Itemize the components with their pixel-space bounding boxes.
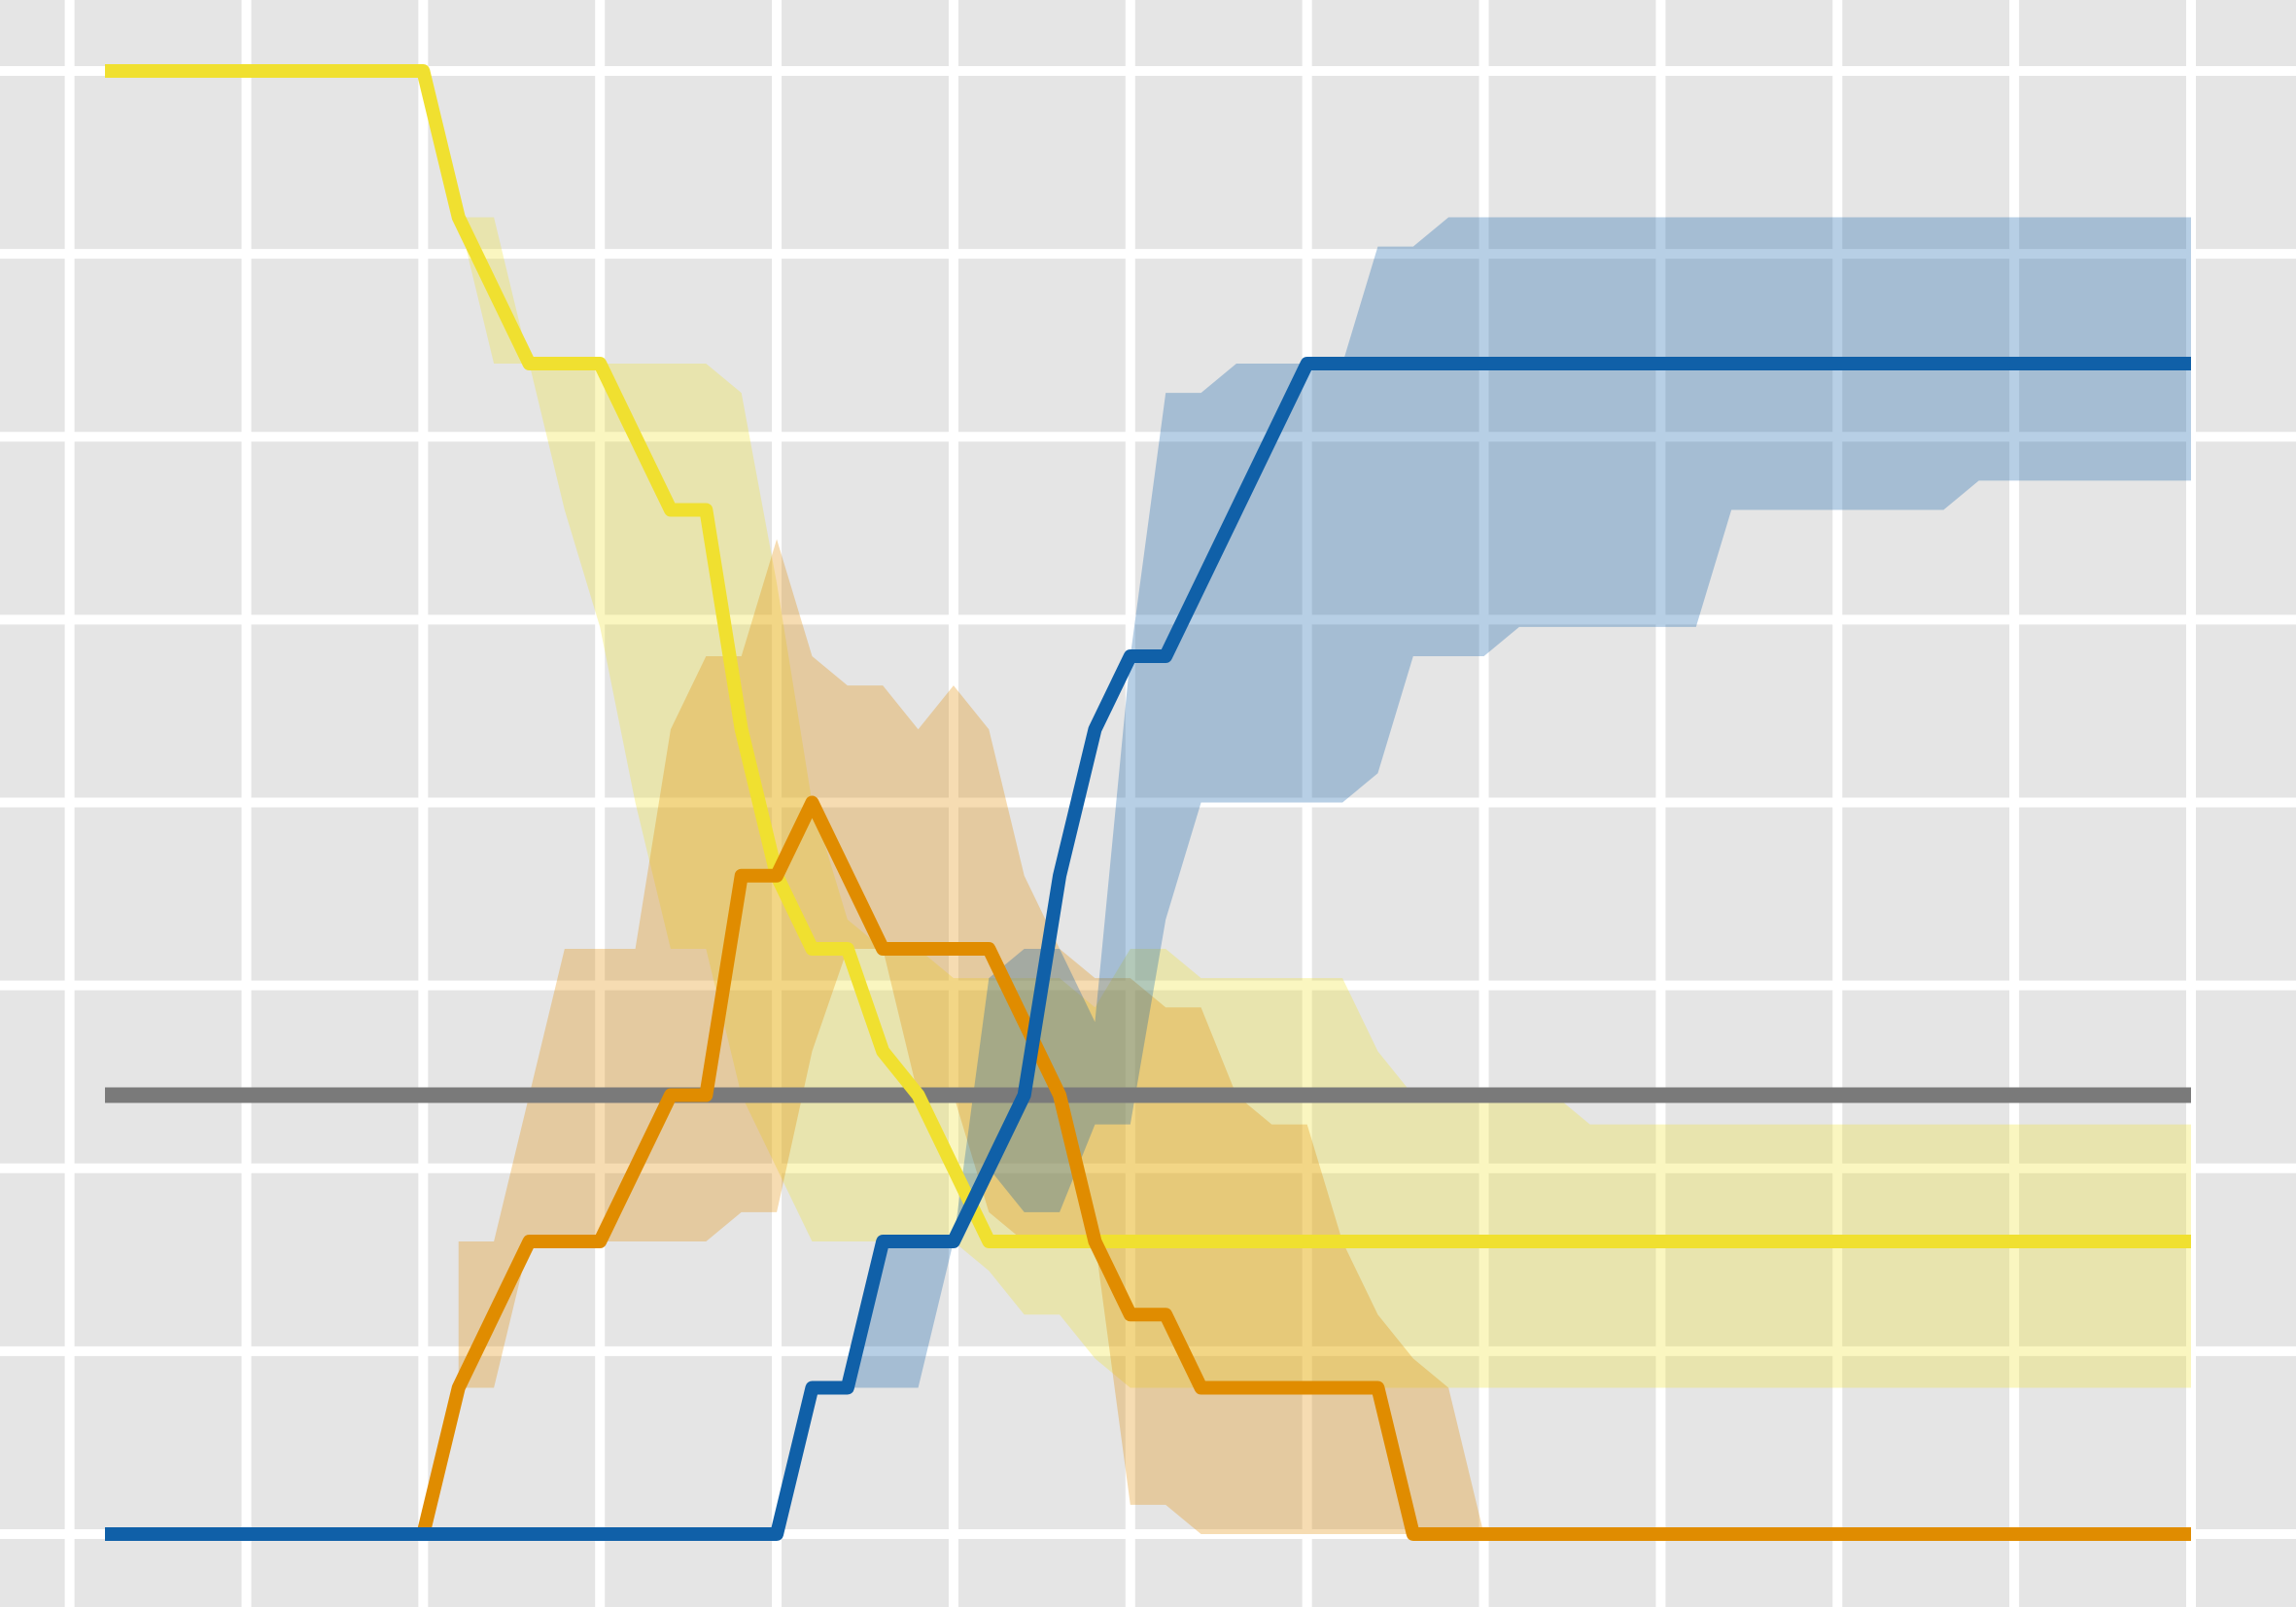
series-lines (105, 64, 2191, 1541)
series-0-line (105, 64, 2191, 1248)
series-1-line (416, 795, 2191, 1541)
series-1-band (458, 539, 1484, 1534)
series-2-line (105, 357, 2191, 1541)
series-2-band (847, 217, 2191, 1388)
